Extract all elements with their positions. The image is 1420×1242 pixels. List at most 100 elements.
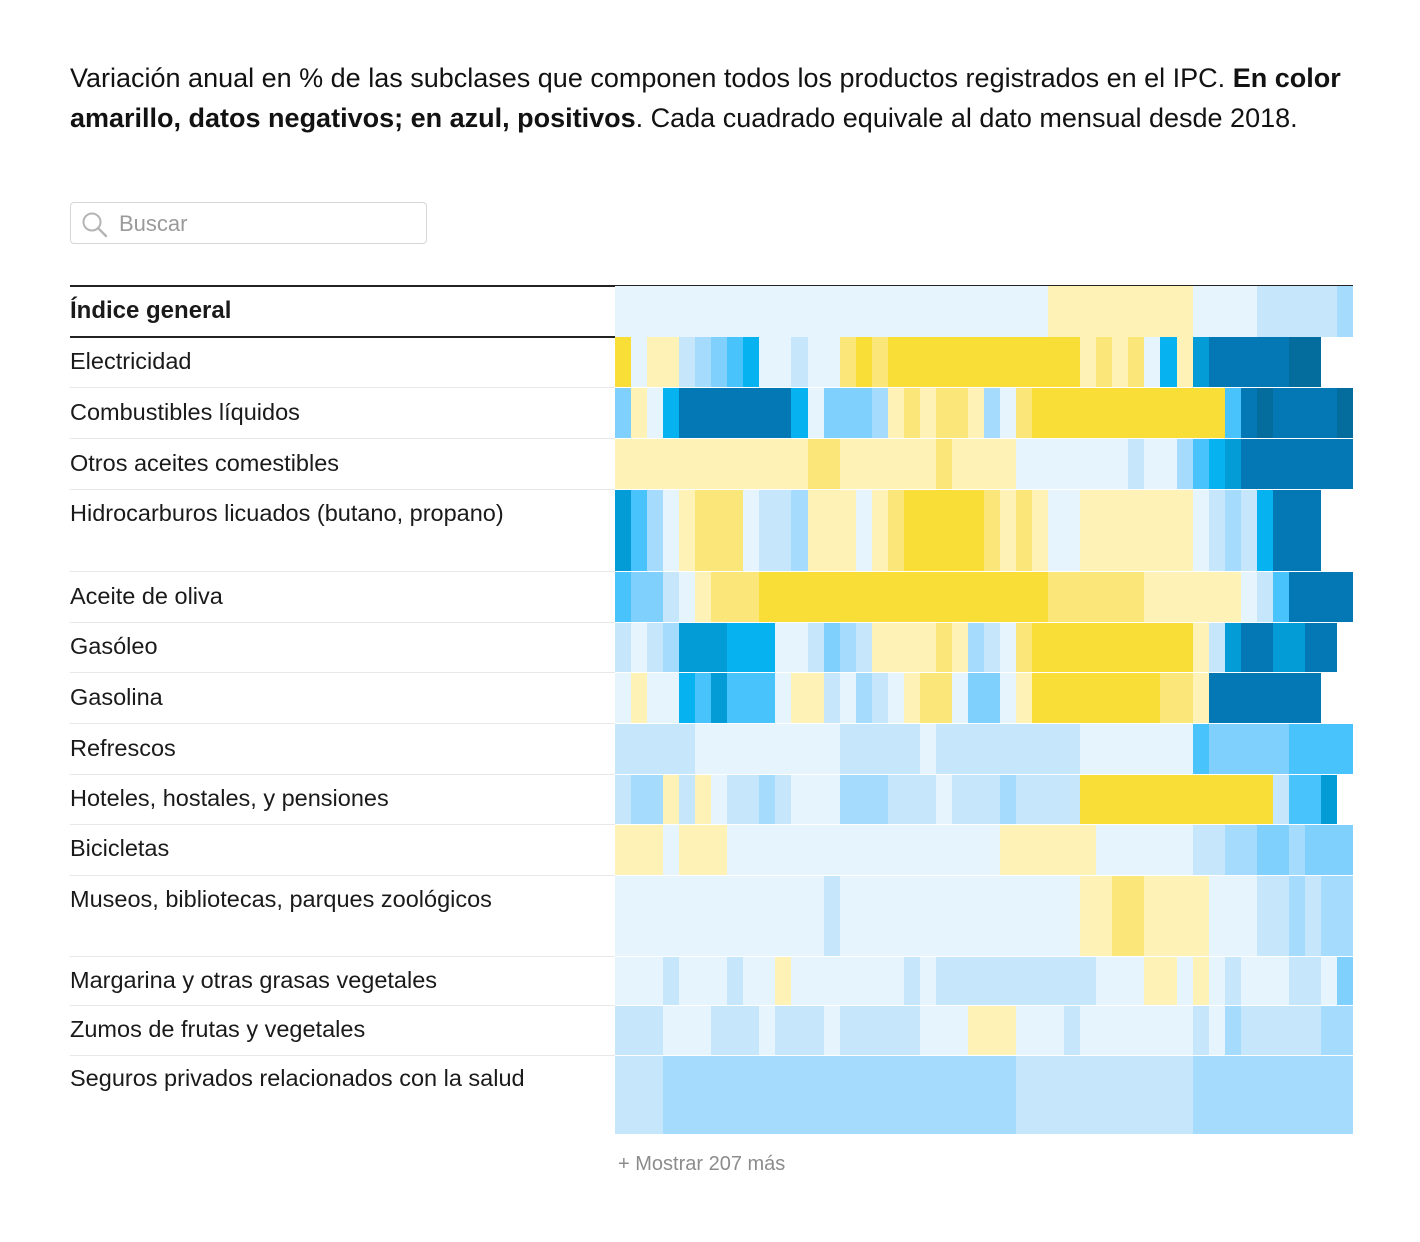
heat-cell [631, 572, 663, 622]
heat-cell [936, 775, 952, 824]
heat-cell [952, 673, 968, 723]
heat-cell [888, 388, 904, 438]
row-label: Hidrocarburos licuados (butano, propano) [70, 500, 504, 526]
heat-cell [615, 337, 631, 387]
heat-cell [904, 673, 920, 723]
heat-cell [1177, 957, 1193, 1005]
heat-cell [1016, 439, 1128, 489]
heat-cell [727, 825, 1000, 875]
heat-cell [1225, 490, 1241, 571]
heat-cell [615, 724, 695, 774]
heat-cell [1032, 388, 1225, 438]
search-input[interactable] [117, 207, 421, 241]
row-label: Refrescos [70, 735, 176, 761]
heat-cell [695, 623, 727, 672]
heat-cell [936, 388, 968, 438]
chart-description: Variación anual en % de las subclases qu… [70, 58, 1360, 138]
heat-cell [1144, 337, 1160, 387]
row-label: Museos, bibliotecas, parques zoológicos [70, 886, 492, 912]
heat-cell [775, 957, 791, 1005]
heat-cell [1048, 572, 1080, 622]
heat-cell [904, 388, 920, 438]
search-box[interactable] [70, 202, 427, 244]
heat-cell [1000, 825, 1096, 875]
heat-cell [824, 388, 872, 438]
heat-cell [888, 490, 904, 571]
heat-cell [840, 876, 1080, 956]
heat-cell [1000, 490, 1016, 571]
heat-cell [679, 957, 727, 1005]
heat-cell [615, 673, 631, 723]
heat-cell [647, 623, 663, 672]
heat-cell [872, 490, 888, 571]
heat-cell [856, 490, 872, 571]
description-text-end: . Cada cuadrado equivale al dato mensual… [635, 103, 1298, 133]
heat-cell [840, 724, 920, 774]
row-label: Aceite de oliva [70, 583, 223, 609]
heat-cell [679, 673, 695, 723]
heat-cell [743, 337, 759, 387]
heat-cell [775, 775, 791, 824]
heat-cell [679, 825, 727, 875]
show-more-link[interactable]: + Mostrar 207 más [618, 1153, 786, 1175]
heat-cell [1144, 439, 1177, 489]
heat-cell [1193, 673, 1209, 723]
row-label: Seguros privados relacionados con la sal… [70, 1065, 525, 1091]
heat-cell [936, 724, 1080, 774]
heat-cell [920, 1006, 968, 1055]
heat-cell [1096, 825, 1193, 875]
heat-cell [711, 1006, 759, 1055]
heat-cell [663, 825, 679, 875]
heat-cell [1257, 286, 1337, 337]
heat-cell [727, 623, 775, 672]
heat-cell [888, 673, 904, 723]
heat-cell [1209, 1006, 1225, 1055]
heat-cell [1273, 388, 1337, 438]
heat-cell [968, 623, 984, 672]
heat-cell [808, 673, 824, 723]
heat-cell [615, 1056, 663, 1134]
heat-cell [615, 439, 808, 489]
heat-cell [615, 825, 663, 875]
row-label: Hoteles, hostales, y pensiones [70, 785, 389, 811]
row-divider [70, 387, 615, 388]
heat-cell [936, 439, 952, 489]
heat-cell [904, 957, 920, 1005]
heat-cell [920, 388, 936, 438]
heat-cell [631, 623, 647, 672]
heat-cell [663, 775, 679, 824]
heat-cell [1193, 286, 1257, 337]
heat-cell [1048, 490, 1080, 571]
heat-cell [663, 1056, 1016, 1134]
heat-cell [631, 490, 647, 571]
heat-cell [856, 337, 872, 387]
heat-cell [663, 388, 679, 438]
heat-cell [824, 1006, 840, 1055]
heat-cell [984, 490, 1000, 571]
heat-cell [1096, 337, 1112, 387]
heat-cell [1289, 337, 1321, 387]
heat-cell [647, 388, 663, 438]
heat-cell [615, 957, 663, 1005]
heat-cell [1273, 623, 1305, 672]
heat-cell [1080, 724, 1193, 774]
heat-cell [1193, 439, 1209, 489]
heat-cell [1032, 673, 1160, 723]
row-divider [70, 672, 615, 673]
heat-cell [647, 673, 679, 723]
heat-cell [1080, 1006, 1193, 1055]
heat-cell [1289, 957, 1321, 1005]
heat-cell [952, 775, 1000, 824]
heat-cell [808, 439, 840, 489]
heat-cell [1289, 876, 1305, 956]
row-label: Electricidad [70, 348, 192, 374]
heat-cell [1241, 572, 1257, 622]
description-bold-text: En color amarillo, datos negativos; en a… [70, 63, 1341, 133]
row-divider [70, 1055, 615, 1056]
heat-cell [808, 337, 840, 387]
heat-cell [1225, 957, 1241, 1005]
heat-cell [1000, 623, 1016, 672]
heat-cell [1225, 623, 1241, 672]
row-label: Gasolina [70, 684, 163, 710]
heat-cell [936, 623, 952, 672]
